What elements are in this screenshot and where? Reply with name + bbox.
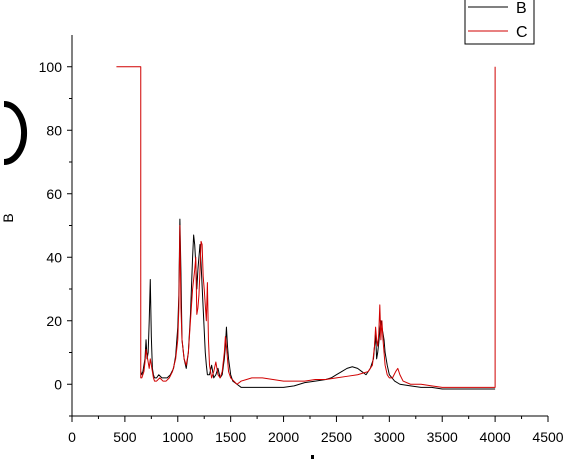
- x-tick-label: 0: [68, 429, 76, 445]
- x-axis-ticks: 0 500 1000 1500 2000 2500 3000 3500 4000 4500: [68, 416, 564, 445]
- y-axis-ticks: 0 20 40 60 80 100: [39, 59, 72, 417]
- y-tick-label: 60: [46, 186, 62, 202]
- legend: B C: [464, 0, 535, 45]
- x-axis-title-fragment: [311, 455, 314, 459]
- x-tick-label: 2000: [268, 429, 299, 445]
- x-tick-label: 2500: [321, 429, 352, 445]
- y-tick-label: 40: [46, 249, 62, 265]
- x-tick-label: 4500: [532, 429, 563, 445]
- series-layer: [116, 66, 496, 390]
- y-tick-label: 0: [54, 376, 62, 392]
- y-tick-label: 80: [46, 122, 62, 138]
- x-tick-label: 1500: [215, 429, 246, 445]
- y-tick-label: 100: [39, 59, 63, 75]
- y-axis-label: B: [0, 213, 16, 222]
- legend-label-series-0: B: [516, 0, 527, 17]
- legend-label-series-1: C: [516, 24, 528, 41]
- series-line-C: [116, 66, 496, 388]
- series-line-B: [140, 218, 496, 390]
- x-tick-label: 3500: [427, 429, 458, 445]
- x-tick-label: 500: [113, 429, 137, 445]
- x-tick-label: 1000: [162, 429, 193, 445]
- cropped-glyph-fragment: [3, 101, 28, 165]
- y-tick-label: 20: [46, 313, 62, 329]
- x-tick-label: 3000: [374, 429, 405, 445]
- x-tick-label: 4000: [480, 429, 511, 445]
